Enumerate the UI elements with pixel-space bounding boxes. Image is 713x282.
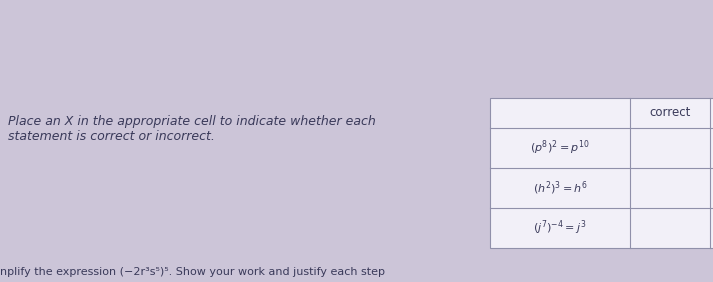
- Text: nplify the expression (−2r³s⁵)⁵. Show your work and justify each step: nplify the expression (−2r³s⁵)⁵. Show yo…: [0, 267, 385, 277]
- Text: Place an X in the appropriate cell to indicate whether each
statement is correct: Place an X in the appropriate cell to in…: [8, 115, 376, 143]
- Text: correct: correct: [650, 107, 691, 120]
- Text: $(p^8)^2 = p^{10}$: $(p^8)^2 = p^{10}$: [530, 139, 590, 157]
- Text: $(j^7)^{-4} = j^3$: $(j^7)^{-4} = j^3$: [533, 219, 587, 237]
- Text: $(h^2)^3 = h^6$: $(h^2)^3 = h^6$: [533, 179, 588, 197]
- Bar: [490, 98, 713, 248]
